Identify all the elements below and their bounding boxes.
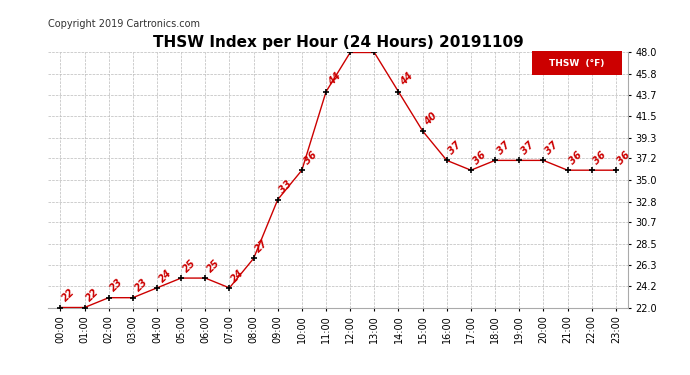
Text: 48: 48 bbox=[0, 374, 1, 375]
Text: 33: 33 bbox=[277, 179, 295, 196]
Text: 40: 40 bbox=[422, 111, 440, 127]
Text: 44: 44 bbox=[398, 71, 415, 88]
Text: 37: 37 bbox=[447, 140, 464, 156]
Text: 25: 25 bbox=[181, 258, 198, 274]
Text: 24: 24 bbox=[157, 267, 174, 284]
Text: 22: 22 bbox=[61, 287, 77, 304]
Text: 36: 36 bbox=[567, 150, 584, 166]
Text: 24: 24 bbox=[229, 267, 246, 284]
Text: 25: 25 bbox=[206, 258, 222, 274]
Text: 37: 37 bbox=[495, 140, 512, 156]
Title: THSW Index per Hour (24 Hours) 20191109: THSW Index per Hour (24 Hours) 20191109 bbox=[152, 35, 524, 50]
Text: 36: 36 bbox=[471, 150, 488, 166]
Text: 37: 37 bbox=[519, 140, 536, 156]
Text: 22: 22 bbox=[85, 287, 101, 304]
Text: 37: 37 bbox=[544, 140, 560, 156]
Text: 36: 36 bbox=[302, 150, 319, 166]
Text: 36: 36 bbox=[615, 150, 633, 166]
Text: 27: 27 bbox=[254, 238, 270, 255]
Text: 23: 23 bbox=[109, 277, 126, 294]
Text: 23: 23 bbox=[132, 277, 150, 294]
Text: Copyright 2019 Cartronics.com: Copyright 2019 Cartronics.com bbox=[48, 20, 200, 29]
Text: 44: 44 bbox=[326, 71, 343, 88]
Text: 36: 36 bbox=[591, 150, 609, 166]
Text: 48: 48 bbox=[0, 374, 1, 375]
